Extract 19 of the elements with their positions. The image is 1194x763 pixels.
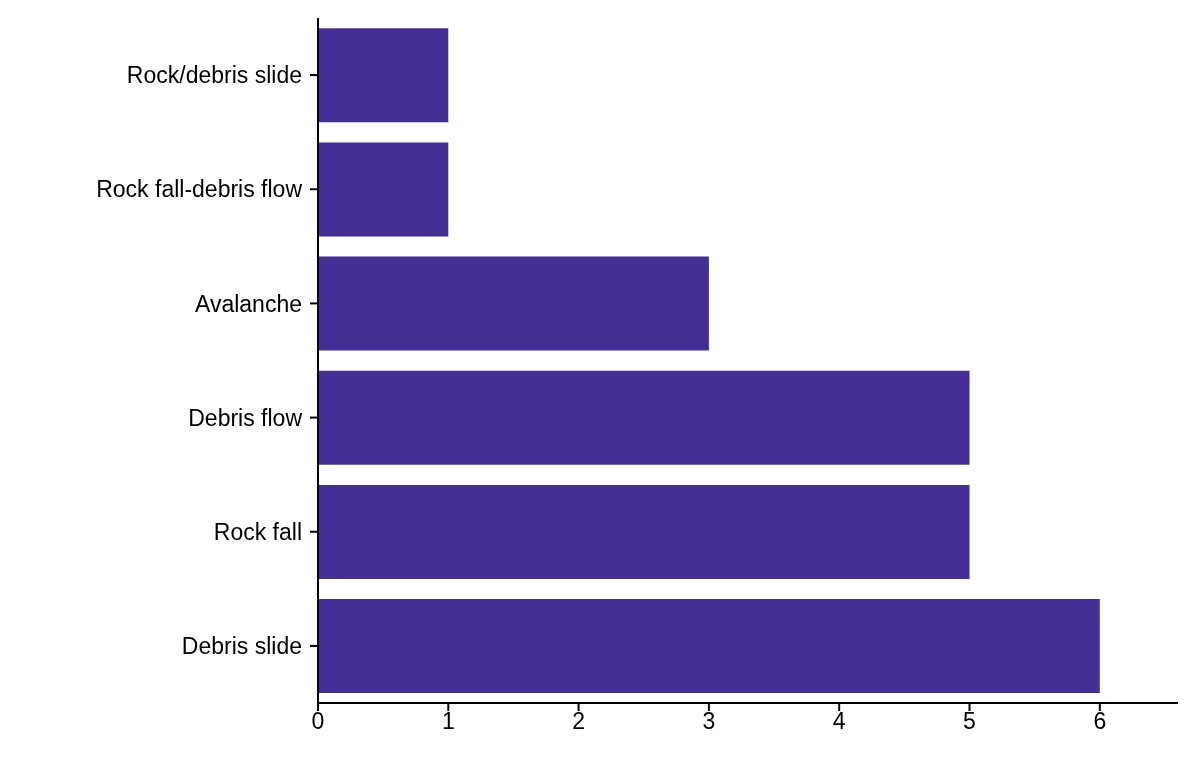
y-tick-label: Rock fall	[213, 518, 302, 545]
bar	[318, 370, 970, 465]
y-tick-label: Debris slide	[181, 633, 302, 660]
x-tick-label: 0	[311, 708, 325, 735]
bar	[318, 28, 449, 123]
x-tick-label: 6	[1093, 708, 1107, 735]
y-tick-label: Rock/debris slide	[126, 62, 302, 89]
x-tick-label: 3	[702, 708, 716, 735]
bar	[318, 599, 1100, 694]
y-tick-label: Debris flow	[188, 404, 303, 431]
x-tick-label: 1	[441, 708, 455, 735]
y-tick-label: Rock fall-debris flow	[96, 176, 303, 203]
x-tick-label: 4	[832, 708, 846, 735]
y-tick-label: Avalanche	[195, 290, 302, 317]
bar	[318, 256, 709, 351]
x-tick-label: 2	[572, 708, 585, 735]
x-tick-label: 5	[963, 708, 976, 735]
bar	[318, 484, 970, 579]
bar	[318, 142, 449, 237]
